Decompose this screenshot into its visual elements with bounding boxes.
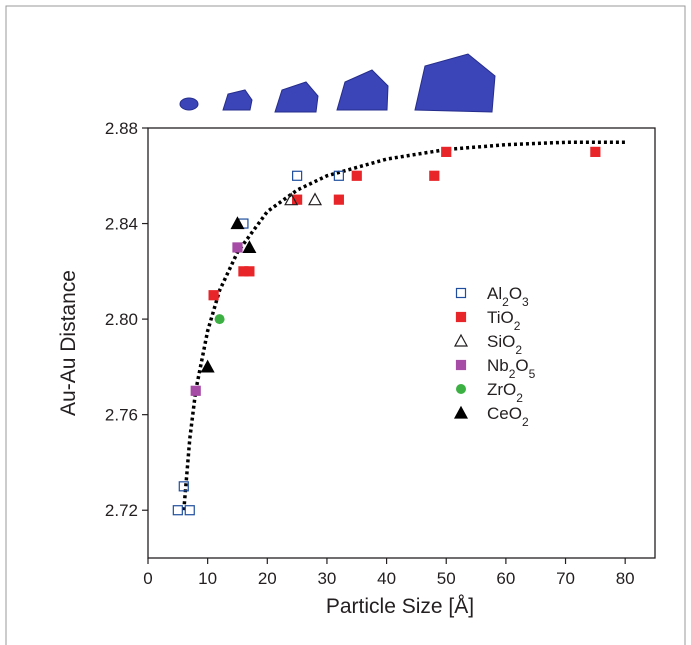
legend-swatch	[455, 287, 467, 299]
data-point	[429, 170, 440, 181]
nanoparticle-illustrations	[179, 53, 496, 113]
data-point	[208, 290, 219, 301]
x-tick-label: 30	[317, 569, 336, 588]
data-point	[351, 170, 362, 181]
y-tick-label: 2.88	[105, 119, 138, 138]
y-tick-label: 2.72	[105, 501, 138, 520]
x-tick-label: 20	[258, 569, 277, 588]
y-tick-label: 2.84	[105, 215, 138, 234]
plot-frame	[147, 127, 656, 559]
data-point	[284, 192, 299, 206]
data-point	[242, 240, 257, 254]
data-point	[178, 481, 189, 492]
data-point	[230, 216, 245, 230]
data-point	[292, 170, 303, 181]
data-point	[184, 505, 195, 516]
data-point	[590, 146, 601, 157]
x-tick-label: 50	[437, 569, 456, 588]
x-tick-label: 70	[556, 569, 575, 588]
data-point	[232, 242, 243, 253]
legend-label: SiO2	[487, 332, 522, 357]
data-point	[333, 170, 344, 181]
y-axis-title: Au-Au Distance	[57, 270, 80, 416]
legend-label: Nb2O5	[487, 356, 536, 381]
data-point	[333, 194, 344, 205]
x-axis-title: Particle Size [Å]	[326, 595, 474, 618]
data-point	[172, 505, 183, 516]
data-point	[244, 266, 255, 277]
x-tick-label: 40	[377, 569, 396, 588]
legend-label: CeO2	[487, 404, 529, 429]
legend-label: ZrO2	[487, 380, 523, 405]
data-point	[214, 314, 225, 325]
legend-label: TiO2	[487, 308, 521, 333]
y-tick-label: 2.80	[105, 310, 138, 329]
legend-swatch	[456, 384, 466, 394]
x-tick-label: 10	[198, 569, 217, 588]
x-tick-label: 60	[496, 569, 515, 588]
outer-frame	[5, 5, 686, 645]
data-point	[441, 146, 452, 157]
legend-swatch	[453, 333, 469, 347]
legend-label: Al2O3	[487, 284, 529, 309]
legend-swatch	[455, 311, 467, 323]
legend-swatch	[453, 405, 469, 419]
x-tick-label: 0	[143, 569, 152, 588]
data-point	[200, 359, 215, 373]
legend-swatch	[455, 359, 467, 371]
data-point	[190, 385, 201, 396]
data-point	[308, 192, 323, 206]
y-tick-label: 2.76	[105, 406, 138, 425]
trend-line	[182, 140, 626, 511]
x-tick-label: 80	[616, 569, 635, 588]
